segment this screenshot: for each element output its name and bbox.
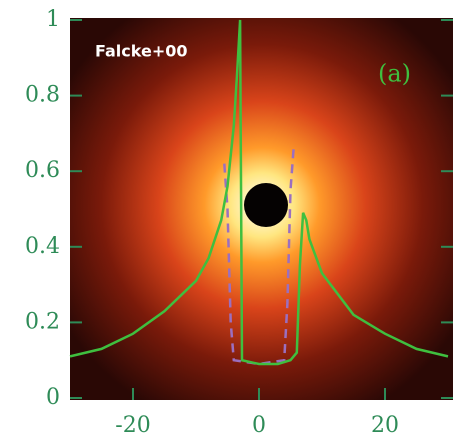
y-tick-label: 1 [46,7,60,32]
x-tick-label: 0 [252,413,266,438]
y-tick-label: 0 [46,385,60,410]
y-tick-label: 0.8 [25,83,60,108]
x-tick-label: 20 [371,413,399,438]
annotation: Falcke+00 [95,42,188,61]
line [223,148,295,366]
panel-label: (a) [378,60,411,88]
y-tick-label: 0.4 [25,234,60,259]
x-tick-label: -20 [115,413,150,438]
line [69,19,449,366]
shadow [244,183,288,227]
y-tick-label: 0.6 [25,158,60,183]
y-tick-label: 0.2 [25,309,60,334]
